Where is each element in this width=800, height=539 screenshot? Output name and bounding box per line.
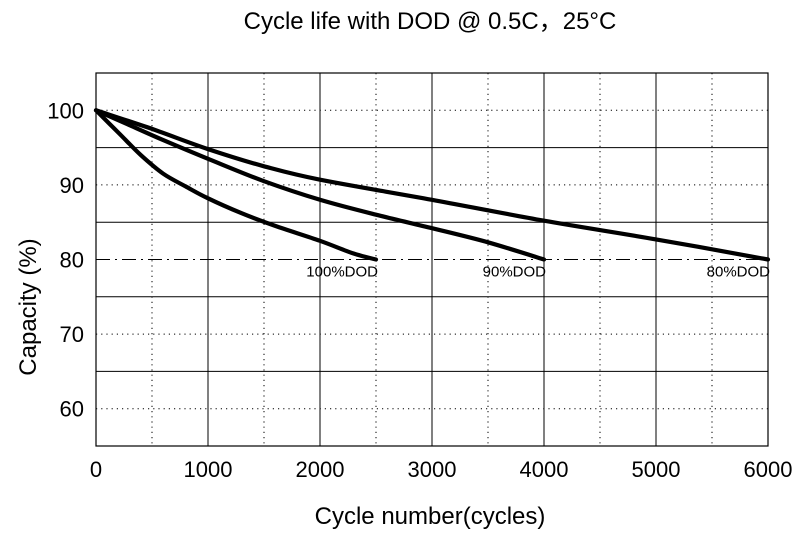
series-label-3: 80%DOD (707, 264, 771, 281)
series-line-2 (93, 108, 547, 262)
x-axis-label: Cycle number(cycles) (315, 503, 546, 530)
y-tick-label: 80 (60, 248, 84, 273)
series-layer (93, 108, 771, 262)
plot-frame (95, 72, 769, 447)
x-tick-labels: 0 1000 2000 3000 4000 5000 6000 (90, 457, 793, 482)
major-grid (96, 73, 768, 446)
x-tick-label: 2000 (296, 457, 345, 482)
chart-title: Cycle life with DOD @ 0.5C，25°C (244, 8, 617, 35)
y-tick-label: 90 (60, 173, 84, 198)
series-label-1: 100%DOD (306, 264, 378, 281)
y-tick-label: 100 (47, 98, 84, 123)
x-tick-label: 4000 (520, 457, 569, 482)
x-tick-label: 1000 (184, 457, 233, 482)
series-labels: 100%DOD 90%DOD 80%DOD (306, 264, 770, 281)
series-label-2: 90%DOD (483, 264, 547, 281)
series-line-1 (93, 108, 379, 262)
x-tick-label: 5000 (632, 457, 681, 482)
y-tick-labels: 60 70 80 90 100 (47, 98, 84, 421)
y-axis-label: Capacity (%) (15, 238, 42, 375)
x-tick-label: 0 (90, 457, 102, 482)
y-tick-label: 70 (60, 322, 84, 347)
series-line-3 (93, 108, 771, 262)
x-tick-label: 6000 (744, 457, 793, 482)
x-tick-label: 3000 (408, 457, 457, 482)
y-tick-label: 60 (60, 397, 84, 422)
